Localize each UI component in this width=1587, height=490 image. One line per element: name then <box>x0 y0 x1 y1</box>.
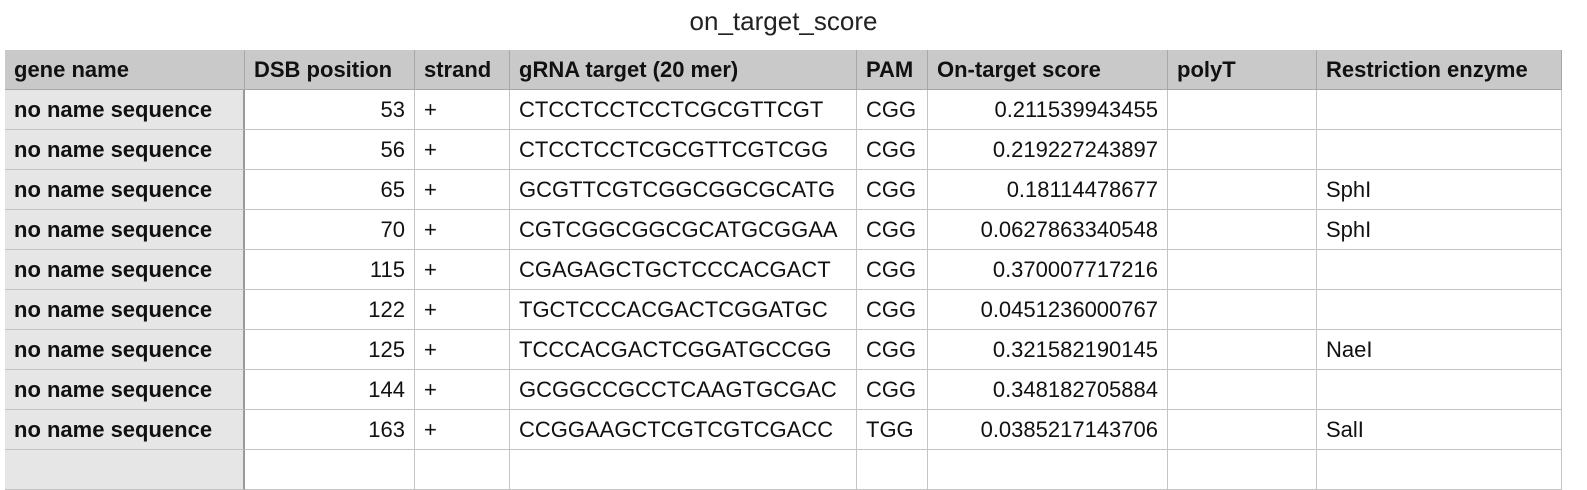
table-cell: + <box>415 370 510 410</box>
table-cell <box>1317 250 1562 290</box>
table-cell <box>1168 370 1317 410</box>
table-cell: CGG <box>857 330 928 370</box>
table-cell: CTCCTCCTCCTCGCGTTCGT <box>510 90 857 130</box>
table-cell: 70 <box>245 210 415 250</box>
column-header: DSB position <box>245 50 415 90</box>
table-cell <box>510 450 857 490</box>
table-title: on_target_score <box>689 6 878 36</box>
table-cell: 0.0385217143706 <box>928 410 1168 450</box>
table-cell: CGG <box>857 290 928 330</box>
column-header: gRNA target (20 mer) <box>510 50 857 90</box>
column-header: gene name <box>5 50 245 90</box>
table-cell: 0.348182705884 <box>928 370 1168 410</box>
table-cell: GCGGCCGCCTCAAGTGCGAC <box>510 370 857 410</box>
table-cell <box>1168 250 1317 290</box>
row-header: no name sequence <box>5 330 245 370</box>
table-cell: 0.211539943455 <box>928 90 1168 130</box>
row-header: no name sequence <box>5 210 245 250</box>
table-cell: 115 <box>245 250 415 290</box>
table-cell <box>1317 130 1562 170</box>
table-cell: 0.0627863340548 <box>928 210 1168 250</box>
table-cell: CGG <box>857 170 928 210</box>
row-header: no name sequence <box>5 130 245 170</box>
table-cell: CGG <box>857 210 928 250</box>
table-cell: SphI <box>1317 210 1562 250</box>
table-cell <box>1168 450 1317 490</box>
table-cell <box>1317 290 1562 330</box>
table-cell: + <box>415 210 510 250</box>
table-cell <box>1168 210 1317 250</box>
table-cell: 125 <box>245 330 415 370</box>
table-cell <box>1317 370 1562 410</box>
table-cell <box>5 450 245 490</box>
table-cell: TCCCACGACTCGGATGCCGG <box>510 330 857 370</box>
table-cell: 65 <box>245 170 415 210</box>
table-cell: CGG <box>857 250 928 290</box>
table-cell: TGG <box>857 410 928 450</box>
table-cell: CCGGAAGCTCGTCGTCGACC <box>510 410 857 450</box>
table-cell: CTCCTCCTCGCGTTCGTCGG <box>510 130 857 170</box>
table-cell: 144 <box>245 370 415 410</box>
table-cell: 122 <box>245 290 415 330</box>
row-header: no name sequence <box>5 290 245 330</box>
table-cell <box>857 450 928 490</box>
table-cell: CGTCGGCGGCGCATGCGGAA <box>510 210 857 250</box>
table-cell <box>1168 290 1317 330</box>
table-cell: 0.321582190145 <box>928 330 1168 370</box>
table-cell <box>1317 90 1562 130</box>
table-cell <box>1168 410 1317 450</box>
table-cell: 0.0451236000767 <box>928 290 1168 330</box>
table-cell <box>415 450 510 490</box>
table-cell: 53 <box>245 90 415 130</box>
column-header: PAM <box>857 50 928 90</box>
table-cell: + <box>415 90 510 130</box>
table-cell: TGCTCCCACGACTCGGATGC <box>510 290 857 330</box>
table-cell: CGAGAGCTGCTCCCACGACT <box>510 250 857 290</box>
row-header: no name sequence <box>5 90 245 130</box>
table-cell: SalI <box>1317 410 1562 450</box>
row-header: no name sequence <box>5 170 245 210</box>
table-cell: + <box>415 130 510 170</box>
table-cell: + <box>415 410 510 450</box>
table-cell <box>1168 330 1317 370</box>
table-cell: + <box>415 170 510 210</box>
page: on_target_score gene name DSB position str… <box>5 6 1562 490</box>
table-cell: SphI <box>1317 170 1562 210</box>
table-cell: GCGTTCGTCGGCGGCGCATG <box>510 170 857 210</box>
table-cell: + <box>415 330 510 370</box>
table-cell: 56 <box>245 130 415 170</box>
table-cell: 0.370007717216 <box>928 250 1168 290</box>
column-header: polyT <box>1168 50 1317 90</box>
row-header: no name sequence <box>5 370 245 410</box>
table-cell <box>1168 170 1317 210</box>
row-header: no name sequence <box>5 410 245 450</box>
table-cell: 163 <box>245 410 415 450</box>
table-cell: CGG <box>857 90 928 130</box>
table-cell <box>1168 130 1317 170</box>
table-cell: + <box>415 290 510 330</box>
table-cell <box>928 450 1168 490</box>
table-cell <box>245 450 415 490</box>
table-cell: + <box>415 250 510 290</box>
table-cell <box>1168 90 1317 130</box>
table-cell: CGG <box>857 130 928 170</box>
table-cell: 0.18114478677 <box>928 170 1168 210</box>
column-header: strand <box>415 50 510 90</box>
table-cell: NaeI <box>1317 330 1562 370</box>
table-cell: CGG <box>857 370 928 410</box>
table-cell <box>1317 450 1562 490</box>
column-header: Restriction enzyme <box>1317 50 1562 90</box>
column-header: On-target score <box>928 50 1168 90</box>
row-header: no name sequence <box>5 250 245 290</box>
table-cell: 0.219227243897 <box>928 130 1168 170</box>
